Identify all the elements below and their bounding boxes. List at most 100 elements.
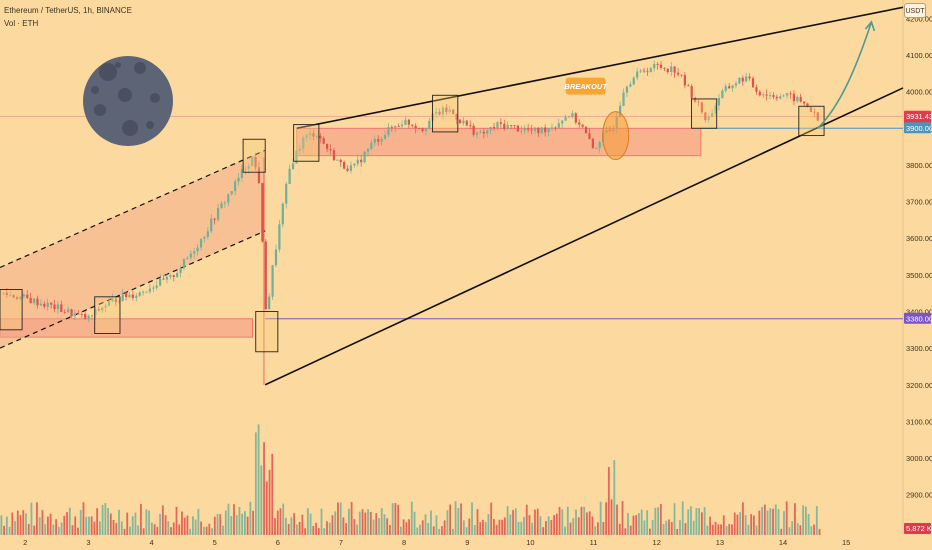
volume-bar	[224, 510, 227, 535]
candle-body	[649, 68, 652, 73]
volume-bar	[230, 516, 233, 535]
volume-bar	[235, 515, 238, 535]
volume-bar	[799, 525, 802, 535]
demand-zone-0	[0, 318, 253, 338]
candle-body	[176, 272, 179, 277]
candle-body	[111, 298, 114, 302]
candle-body	[32, 298, 36, 304]
moon-crater	[150, 93, 160, 103]
candle-body	[261, 183, 264, 242]
symbol-title[interactable]: Ethereum / TetherUS, 1h, BINANCE	[4, 6, 132, 15]
candle-body	[782, 95, 785, 97]
candle-body	[639, 70, 642, 72]
candle-body	[240, 169, 244, 178]
x-tick-label: 8	[402, 538, 406, 547]
volume-bar	[679, 520, 681, 535]
volume-bar	[594, 526, 597, 535]
candle-body	[789, 93, 792, 95]
candle-body	[629, 84, 632, 87]
volume-bar	[728, 524, 731, 535]
candle-body	[435, 111, 438, 114]
volume-bar	[648, 528, 651, 535]
candle-body	[165, 276, 169, 280]
candle-body	[9, 295, 12, 296]
x-tick-label: 7	[339, 538, 343, 547]
volume-bar	[695, 507, 698, 535]
candle-body	[499, 122, 502, 124]
volume-bar	[134, 512, 137, 535]
volume-bar	[624, 528, 627, 535]
volume-bar	[785, 501, 788, 535]
candle-body	[806, 103, 809, 108]
candle-body	[785, 93, 789, 96]
candle-body	[417, 128, 421, 130]
support-badge: 3380.00	[906, 314, 932, 323]
candle-body	[775, 96, 778, 99]
volume-bar	[380, 508, 383, 535]
volume-bar	[449, 504, 452, 535]
y-tick-label: 3300.00	[906, 344, 932, 353]
volume-bar	[443, 520, 446, 535]
volume-bar	[638, 513, 640, 535]
volume-bar	[607, 466, 610, 535]
volume-bar	[509, 514, 512, 535]
volume-bar	[629, 525, 632, 535]
candle-body	[308, 133, 312, 136]
volume-bar	[0, 515, 3, 535]
volume-bar	[326, 521, 328, 535]
candle-body	[772, 95, 775, 97]
volume-bar	[405, 522, 408, 535]
candle-body	[189, 253, 192, 258]
volume-bar	[112, 519, 115, 535]
volume-bar	[791, 521, 794, 535]
volume-bar	[676, 528, 679, 535]
moon-crater	[115, 62, 121, 68]
volume-bar	[19, 515, 22, 535]
candle-body	[145, 291, 148, 293]
volume-bar	[539, 516, 542, 535]
candle-body	[796, 96, 799, 102]
candle-body	[234, 181, 237, 192]
volume-bar	[254, 432, 257, 535]
volume-bar	[30, 502, 33, 535]
volume-bar	[46, 516, 49, 535]
candle-body	[186, 257, 189, 259]
volume-bar	[627, 513, 629, 535]
price-axis-bg	[903, 0, 932, 550]
volume-bar	[651, 519, 654, 535]
volume-bar	[293, 513, 296, 535]
volume-bar	[692, 520, 695, 535]
volume-bar	[309, 513, 312, 535]
wedge-line-lower	[264, 87, 904, 386]
volume-bar	[107, 508, 109, 535]
volume-bar	[424, 514, 427, 535]
volume-bar	[394, 503, 397, 535]
volume-badge: 5.872 K	[906, 524, 932, 533]
volume-bar	[74, 516, 77, 535]
volume-bar	[763, 504, 766, 535]
currency-button[interactable]: USDT	[904, 3, 926, 18]
volume-bar	[632, 515, 635, 535]
volume-bar	[432, 526, 435, 535]
candle-body	[816, 112, 819, 121]
volume-bar	[744, 514, 747, 535]
volume-bar	[304, 528, 307, 535]
volume-bar	[580, 506, 583, 535]
candle-body	[520, 130, 523, 132]
volume-bar	[159, 513, 161, 535]
volume-bar	[643, 520, 646, 535]
volume-bar	[323, 528, 326, 535]
volume-bar	[361, 509, 364, 535]
volume-bar	[219, 514, 222, 535]
volume-bar	[364, 512, 367, 535]
candle-body	[199, 238, 203, 248]
candle-body	[172, 275, 175, 277]
volume-bar	[446, 510, 449, 535]
candle-body	[475, 132, 479, 135]
candle-body	[118, 301, 121, 303]
candle-body	[492, 126, 496, 129]
volume-bar	[419, 524, 421, 535]
volume-bar	[673, 503, 676, 535]
candle-body	[230, 191, 233, 195]
